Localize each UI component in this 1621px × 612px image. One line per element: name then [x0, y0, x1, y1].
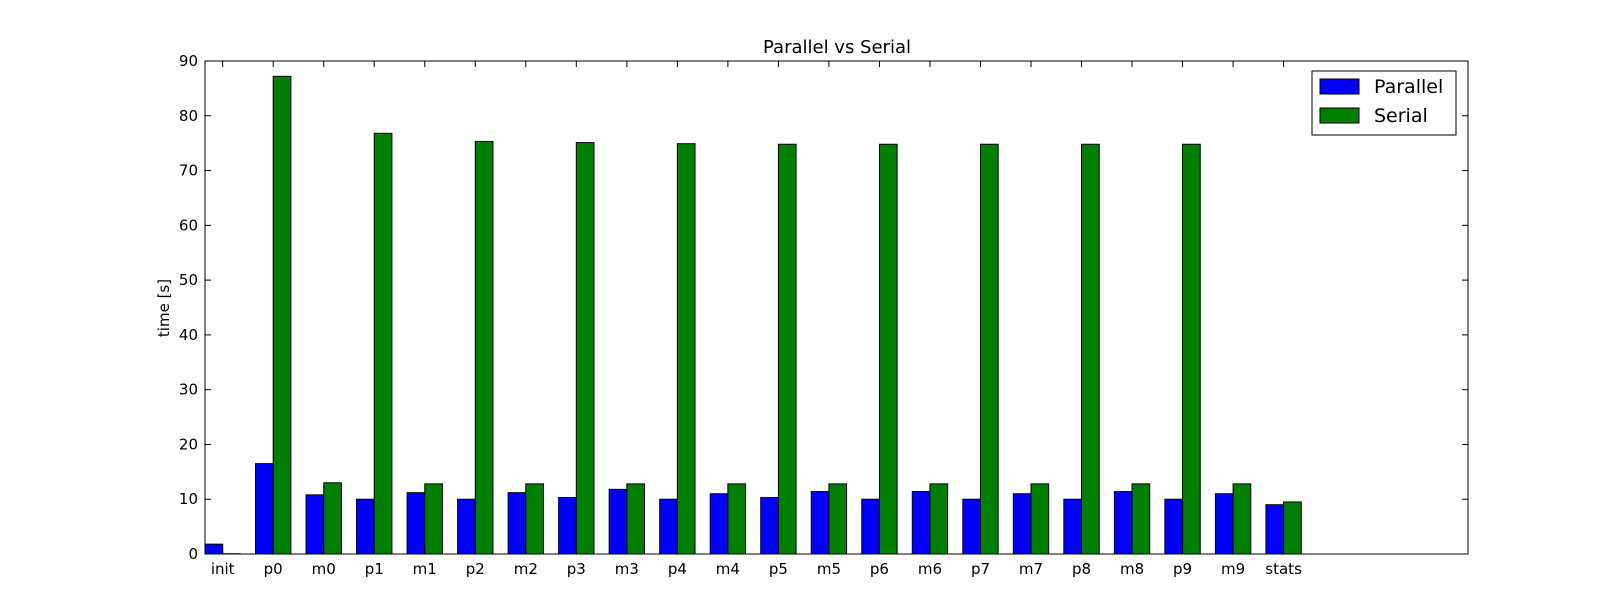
- legend-label-serial: Serial: [1374, 105, 1428, 127]
- bar-serial-m0: [323, 482, 342, 555]
- bar-serial-m5: [828, 483, 848, 555]
- bar-parallel-m0: [305, 494, 325, 555]
- bar-parallel-init: [204, 543, 224, 555]
- x-tick-label-m4: m4: [716, 560, 740, 578]
- legend: Parallel Serial: [1311, 70, 1457, 136]
- legend-label-parallel: Parallel: [1374, 76, 1443, 98]
- legend-swatch-serial: [1319, 107, 1360, 124]
- bar-parallel-m2: [507, 492, 527, 555]
- bar-serial-m9: [1232, 483, 1252, 555]
- bar-parallel-p1: [356, 498, 375, 555]
- bar-parallel-p6: [861, 498, 880, 555]
- bar-parallel-p3: [558, 497, 577, 555]
- bar-parallel-p7: [962, 498, 981, 555]
- bar-serial-p8: [1081, 143, 1100, 555]
- bar-serial-m4: [727, 483, 747, 555]
- x-tick-label-m1: m1: [413, 560, 437, 578]
- y-tick-label: 40: [179, 326, 198, 344]
- y-tick-label: 90: [179, 52, 198, 70]
- bar-parallel-stats: [1265, 504, 1285, 555]
- y-tick-label: 70: [179, 162, 198, 180]
- bar-parallel-p8: [1063, 498, 1083, 555]
- x-ticks-group: init p0 m0 p1 m1 p2 m2 p3 m3 p4 m4 p5 m5 p6 m6 p7 m7 p8 m8…: [211, 61, 1302, 578]
- bar-serial-p4: [676, 143, 696, 555]
- y-tick-label: 80: [179, 107, 198, 125]
- bar-serial-m1: [424, 483, 443, 555]
- x-tick-label-p1: p1: [365, 560, 384, 578]
- bar-parallel-p4: [659, 498, 678, 555]
- y-tick-label: 0: [188, 545, 198, 563]
- bar-parallel-m9: [1214, 493, 1234, 555]
- x-tick-label-p0: p0: [264, 560, 283, 578]
- y-tick-label: 60: [179, 216, 198, 234]
- y-axis-label: time [s]: [155, 279, 173, 337]
- y-tick-label: 50: [179, 271, 198, 289]
- bar-serial-p6: [878, 143, 898, 555]
- bar-serial-p1: [373, 132, 393, 555]
- x-tick-label-p5: p5: [769, 560, 788, 578]
- bar-parallel-p0: [255, 463, 274, 555]
- bar-serial-m8: [1131, 483, 1151, 555]
- bar-parallel-p9: [1164, 498, 1184, 555]
- x-tick-label-m0: m0: [312, 560, 336, 578]
- y-tick-label: 20: [179, 435, 198, 453]
- chart-title: Parallel vs Serial: [763, 37, 911, 58]
- x-tick-label-init: init: [211, 560, 235, 578]
- x-tick-label-m8: m8: [1120, 560, 1144, 578]
- x-tick-label-m6: m6: [918, 560, 942, 578]
- x-tick-label-p3: p3: [567, 560, 586, 578]
- bar-parallel-m5: [810, 491, 830, 555]
- bar-serial-m2: [525, 483, 544, 555]
- bar-serial-stats: [1283, 501, 1302, 555]
- bar-serial-p9: [1182, 143, 1201, 555]
- bar-serial-m7: [1030, 483, 1050, 555]
- bar-parallel-m6: [911, 491, 931, 555]
- bar-serial-p5: [777, 143, 797, 555]
- x-tick-label-m9: m9: [1221, 560, 1245, 578]
- bar-serial-p3: [575, 142, 595, 555]
- x-tick-label-m7: m7: [1019, 560, 1043, 578]
- y-tick-label: 10: [179, 490, 198, 508]
- x-tick-label-p2: p2: [466, 560, 485, 578]
- x-tick-label-p9: p9: [1173, 560, 1192, 578]
- x-tick-label-p7: p7: [971, 560, 990, 578]
- bar-parallel-p2: [457, 498, 476, 555]
- x-tick-label-m2: m2: [514, 560, 538, 578]
- x-tick-label-p8: p8: [1072, 560, 1091, 578]
- y-ticks-group: 0 10 20 30 40 50 60 70 80 90: [179, 52, 1468, 563]
- y-tick-label: 30: [179, 381, 198, 399]
- bar-serial-m3: [626, 483, 646, 555]
- bar-parallel-m1: [406, 492, 426, 555]
- bar-parallel-m3: [608, 488, 628, 555]
- bar-serial-p0: [272, 75, 292, 555]
- x-tick-label-p4: p4: [668, 560, 687, 578]
- bar-parallel-p5: [760, 497, 779, 555]
- bars-group: [204, 75, 1302, 555]
- legend-swatch-parallel: [1319, 78, 1360, 95]
- x-tick-label-stats: stats: [1265, 560, 1302, 578]
- bar-serial-p2: [474, 141, 494, 555]
- bar-parallel-m8: [1113, 491, 1133, 555]
- x-tick-label-m5: m5: [817, 560, 841, 578]
- x-tick-label-p6: p6: [870, 560, 889, 578]
- bar-parallel-m7: [1012, 493, 1032, 555]
- bar-parallel-m4: [709, 493, 729, 555]
- bar-serial-p7: [979, 143, 999, 555]
- bar-serial-m6: [929, 483, 949, 555]
- plot-frame: [204, 60, 1469, 555]
- x-tick-label-m3: m3: [615, 560, 639, 578]
